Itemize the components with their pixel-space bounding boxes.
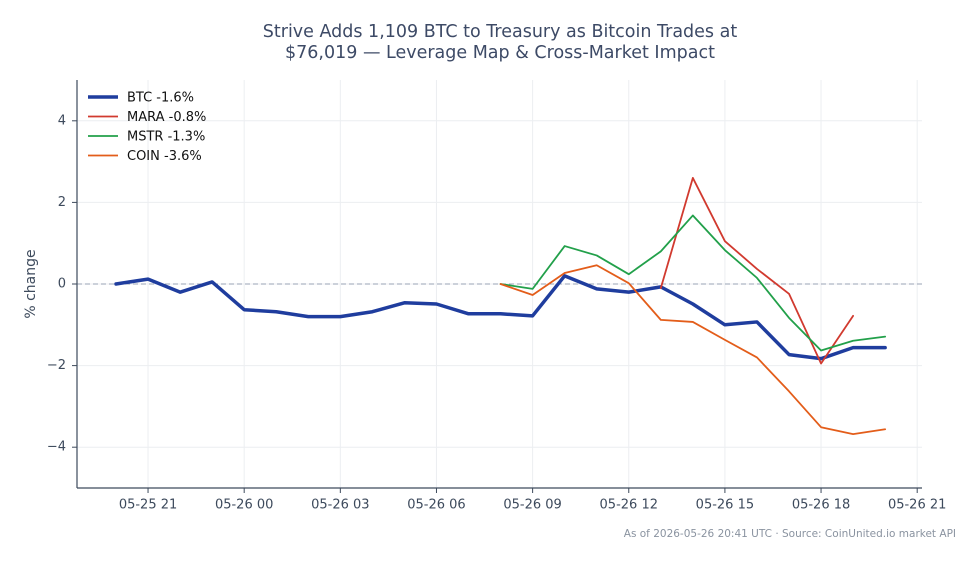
legend-label: COIN -3.6% bbox=[127, 149, 202, 164]
footer: As of 2026-05-26 20:41 UTC · Source: Coi… bbox=[624, 528, 956, 540]
x-tick-label: 05-26 09 bbox=[503, 498, 561, 513]
series-line bbox=[659, 177, 854, 365]
x-tick-label: 05-25 21 bbox=[119, 498, 177, 513]
x-tick-label: 05-26 00 bbox=[215, 498, 273, 513]
series-line bbox=[499, 214, 887, 352]
series-line bbox=[114, 274, 887, 361]
legend: BTC -1.6% MARA -0.8% MSTR -1.3% COIN -3.6% bbox=[88, 91, 206, 164]
y-tick-label: 2 bbox=[58, 195, 66, 210]
x-tick-label: 05-26 15 bbox=[696, 498, 754, 513]
chart-title: Strive Adds 1,109 BTC to Treasury as Bit… bbox=[263, 22, 738, 42]
legend-label: MSTR -1.3% bbox=[127, 130, 205, 145]
chart-title: $76,019 — Leverage Map & Cross-Market Im… bbox=[285, 43, 715, 63]
y-axis-label: % change bbox=[23, 249, 39, 318]
x-tick-label: 05-26 21 bbox=[888, 498, 946, 513]
x-tick-label: 05-26 12 bbox=[600, 498, 658, 513]
y-tick-label: −2 bbox=[47, 358, 66, 373]
y-tick-label: −4 bbox=[47, 440, 66, 455]
x-tick-label: 05-26 06 bbox=[407, 498, 465, 513]
legend-label: BTC -1.6% bbox=[127, 91, 194, 106]
x-tick-label: 05-26 18 bbox=[792, 498, 850, 513]
legend-label: MARA -0.8% bbox=[127, 110, 206, 125]
series-line bbox=[499, 264, 887, 436]
y-tick-label: 0 bbox=[58, 277, 66, 292]
x-tick-label: 05-26 03 bbox=[311, 498, 369, 513]
y-tick-label: 4 bbox=[58, 113, 66, 128]
